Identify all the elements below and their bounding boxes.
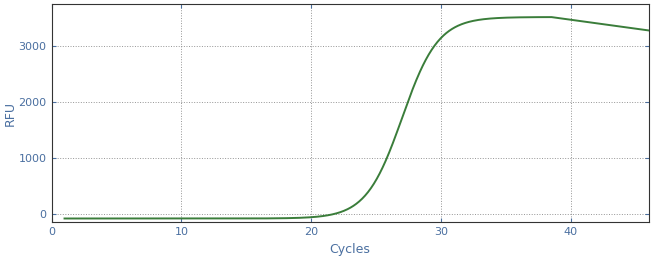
Y-axis label: RFU: RFU	[4, 101, 17, 126]
X-axis label: Cycles: Cycles	[330, 243, 371, 256]
